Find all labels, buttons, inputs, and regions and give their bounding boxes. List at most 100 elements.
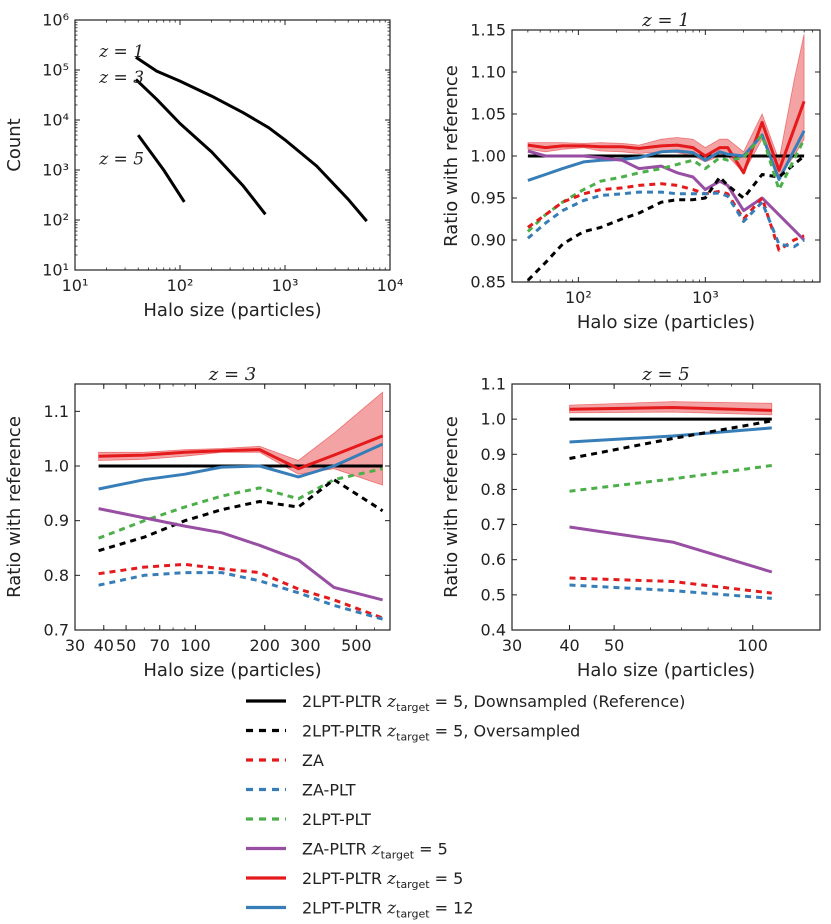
x-tick-label-z3: 200 — [249, 636, 280, 655]
legend-item-za: ZA — [246, 751, 324, 770]
x-axis-label-count: Halo size (particles) — [143, 300, 321, 321]
series-line-z5-lpt_pltr12 — [569, 426, 772, 444]
legend: 2LPT-PLTR ztarget = 5, Downsampled (Refe… — [246, 692, 685, 921]
series-line-z1-za_plt — [526, 190, 805, 249]
series-line-z5-oversampled — [569, 419, 773, 460]
y-tick-label-count: 10⁶ — [42, 11, 69, 30]
y-tick-label-z1: 0.90 — [470, 231, 506, 250]
y-tick-label-count: 10¹ — [42, 261, 69, 280]
legend-item-lpt_pltr5: 2LPT-PLTR ztarget = 5 — [246, 869, 463, 891]
panel-z3: 30 40 50 70 100 200 300 500 0.7 0.8 0.9 1.0 1.1 Halo … — [4, 364, 391, 681]
x-tick-label-z3: 30 — [65, 636, 85, 655]
x-tick-label-z3: 300 — [290, 636, 321, 655]
panel-z1: 10² 10³ 0.85 0.90 0.95 1.00 1.05 1.10 1.15 Halo s… — [441, 10, 821, 333]
y-tick-label-z5: 0.9 — [481, 445, 506, 464]
x-tick-label-count: 10⁴ — [377, 276, 404, 295]
y-tick-label-z3: 0.9 — [44, 511, 69, 530]
x-tick-label-z5: 50 — [604, 636, 624, 655]
panel-title-z5: z = 5 — [641, 364, 689, 385]
legend-label: 2LPT-PLTR ztarget = 12 — [302, 899, 474, 921]
y-tick-label-z5: 0.6 — [481, 550, 506, 569]
panel-count: 10¹ 10² 10³ 10⁴ 10¹ 10² 10³ 10⁴ 10⁵ 10⁶ Halo size … — [4, 11, 403, 322]
series-line-z5-lpt_plt — [569, 464, 773, 493]
x-tick-label-z3: 50 — [116, 636, 136, 655]
series-line-z5-za_pltr — [569, 525, 773, 574]
x-tick-label-z1: 10³ — [692, 288, 719, 307]
legend-label: 2LPT-PLTR ztarget = 5, Oversampled — [302, 722, 580, 744]
y-tick-label-count: 10² — [42, 211, 69, 230]
y-axis-label-z1: Ratio with reference — [441, 65, 462, 247]
x-tick-label-z3: 70 — [150, 636, 170, 655]
y-tick-label-z3: 0.8 — [44, 566, 69, 585]
x-tick-label-z5: 40 — [559, 636, 579, 655]
y-tick-label-z1: 1.15 — [470, 21, 506, 40]
x-tick-label-count: 10³ — [272, 276, 299, 295]
legend-item-za_pltr: ZA-PLTR ztarget = 5 — [246, 840, 448, 862]
y-tick-label-z1: 0.95 — [470, 189, 506, 208]
series-line-z3-za — [98, 562, 384, 620]
series-line-z1-oversampled — [526, 154, 806, 282]
series-line-z1-za_pltr — [527, 149, 806, 242]
curve-annotation: z = 1 — [98, 42, 144, 62]
legend-label: 2LPT-PLTR ztarget = 5 — [302, 869, 463, 891]
uncertainty-band-z3 — [98, 391, 383, 486]
legend-label: ZA — [302, 751, 324, 770]
series-line-count-reference-1 — [134, 78, 267, 216]
series-line-z5-lpt_pltr5 — [569, 406, 772, 412]
y-tick-label-z5: 0.8 — [481, 480, 506, 499]
x-tick-label-z5: 30 — [502, 636, 522, 655]
y-tick-label-z5: 0.7 — [481, 515, 506, 534]
series-line-z3-oversampled — [98, 478, 384, 553]
y-tick-label-count: 10⁴ — [42, 111, 69, 130]
y-tick-label-z1: 1.05 — [470, 105, 506, 124]
series-line-count-reference-2 — [136, 134, 186, 203]
y-axis-label-z3: Ratio with reference — [4, 416, 25, 598]
panel-title-z1: z = 1 — [641, 10, 689, 31]
y-tick-label-z1: 1.00 — [470, 147, 506, 166]
series-line-z3-lpt_pltr5 — [98, 434, 384, 471]
series-line-z3-za_pltr — [98, 507, 383, 602]
y-tick-label-z5: 0.4 — [481, 621, 506, 640]
y-tick-label-z3: 0.7 — [44, 621, 69, 640]
x-tick-label-z3: 500 — [341, 636, 372, 655]
series-line-z3-lpt_pltr12 — [98, 442, 384, 491]
panel-z5: 30 40 50 100 0.4 0.5 0.6 0.7 0.8 0.9 1.0 1.1 Halo si… — [441, 364, 821, 681]
x-tick-label-z1: 10² — [565, 288, 592, 307]
y-tick-label-z1: 1.10 — [470, 63, 506, 82]
legend-label: 2LPT-PLT — [302, 810, 371, 829]
y-tick-label-count: 10⁵ — [42, 61, 69, 80]
y-tick-label-z5: 0.5 — [481, 585, 506, 604]
series-line-z5-za — [569, 576, 772, 595]
x-axis-label-z1: Halo size (particles) — [577, 312, 755, 333]
legend-item-lpt_plt: 2LPT-PLT — [246, 810, 371, 829]
curve-annotation: z = 3 — [98, 68, 144, 88]
x-tick-label-z3: 40 — [94, 636, 114, 655]
legend-label: 2LPT-PLTR ztarget = 5, Downsampled (Refe… — [302, 692, 685, 714]
x-axis-label-z3: Halo size (particles) — [143, 660, 321, 681]
y-tick-label-z5: 1.1 — [481, 375, 506, 394]
series-line-z1-lpt_pltr12 — [527, 130, 806, 182]
x-tick-label-z5: 100 — [737, 636, 768, 655]
legend-item-reference: 2LPT-PLTR ztarget = 5, Downsampled (Refe… — [246, 692, 685, 714]
x-axis-label-z5: Halo size (particles) — [577, 660, 755, 681]
y-tick-label-z3: 1.0 — [44, 457, 69, 476]
legend-item-za_plt: ZA-PLT — [246, 781, 356, 800]
legend-label: ZA-PLT — [302, 781, 356, 800]
series-line-z1-lpt_plt — [526, 133, 806, 233]
y-tick-label-z1: 0.85 — [470, 273, 506, 292]
legend-item-lpt_pltr12: 2LPT-PLTR ztarget = 12 — [246, 899, 474, 921]
series-line-z5-za_plt — [569, 583, 772, 600]
plot-area-count — [74, 19, 391, 271]
y-axis-label-z5: Ratio with reference — [441, 416, 462, 598]
x-tick-label-z3: 100 — [180, 636, 211, 655]
y-axis-label-count: Count — [4, 118, 25, 171]
legend-label: ZA-PLTR ztarget = 5 — [302, 840, 448, 862]
x-tick-label-count: 10¹ — [62, 276, 89, 295]
plot-area-z3 — [74, 383, 391, 631]
curve-annotation: z = 5 — [98, 149, 144, 169]
legend-item-oversampled: 2LPT-PLTR ztarget = 5, Oversampled — [246, 722, 580, 744]
panel-title-z3: z = 3 — [208, 364, 256, 385]
y-tick-label-count: 10³ — [42, 161, 69, 180]
plot-area-z5 — [511, 383, 821, 631]
